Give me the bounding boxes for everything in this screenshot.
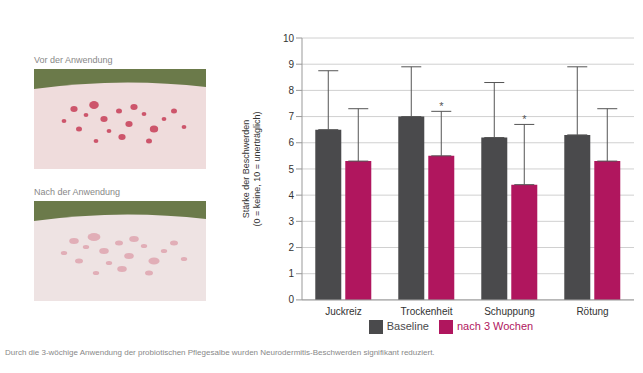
- svg-text:5: 5: [288, 164, 294, 175]
- svg-text:7: 7: [288, 111, 294, 122]
- svg-text:*: *: [522, 113, 527, 125]
- html-text:Baseline: Baseline: [386, 319, 429, 332]
- svg-text:Juckreiz: Juckreiz: [325, 306, 362, 317]
- svg-text:6: 6: [288, 137, 294, 148]
- svg-text:4: 4: [288, 190, 294, 201]
- html-text:Nach der Anwendung: Nach der Anwendung: [34, 187, 121, 197]
- svg-text:Schuppung: Schuppung: [484, 306, 535, 317]
- svg-text:1: 1: [288, 268, 294, 279]
- svg-text:10: 10: [283, 33, 295, 44]
- svg-text:9: 9: [288, 59, 294, 70]
- svg-text:8: 8: [288, 85, 294, 96]
- svg-text:3: 3: [288, 216, 294, 227]
- svg-text:Trockenheit: Trockenheit: [401, 306, 453, 317]
- html-text:Durch die 3-wöchige Anwendung: Durch die 3-wöchige Anwendung der probio…: [5, 348, 435, 357]
- svg-text:*: *: [439, 100, 444, 112]
- html-text:nach 3 Wochen: nach 3 Wochen: [457, 319, 534, 332]
- svg-text:Stärke der Beschwerden(0 = kei: Stärke der Beschwerden(0 = keine, 10 = u…: [241, 111, 262, 226]
- html-text:Vor der Anwendung: Vor der Anwendung: [34, 55, 113, 65]
- svg-text:0: 0: [288, 294, 294, 305]
- svg-text:Rötung: Rötung: [576, 306, 608, 317]
- svg-text:2: 2: [288, 242, 294, 253]
